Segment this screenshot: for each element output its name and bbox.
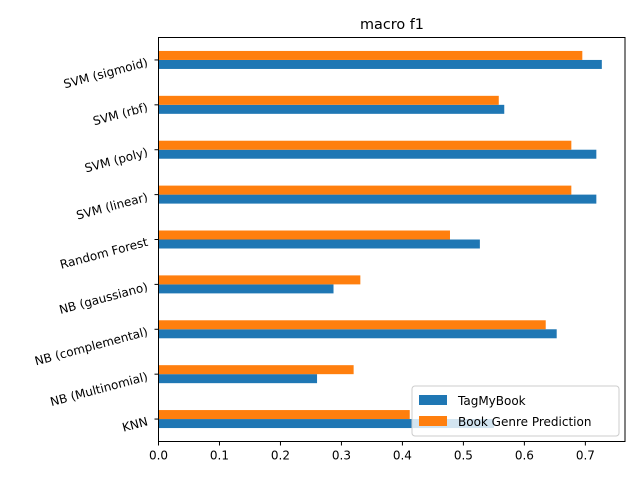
bar-book-genre-prediction-svm-linear [158,185,572,195]
bar-book-genre-prediction-nb-gaussiano [158,275,361,285]
y-axis: KNN NB (Multinomial)NB (complemental) NB (… [33,55,159,435]
y-tick-label-knn: KNN [121,414,150,434]
bar-book-genre-prediction-nb-multinomial [158,365,354,375]
x-tick-label: 0.2 [271,449,290,463]
bar-tagmybook-nb-complemental [158,329,557,339]
x-tick-label: 0.5 [454,449,473,463]
bar-book-genre-prediction-svm-poly [158,140,572,150]
y-tick-label-nb-complemental: NB (complemental) [33,325,149,369]
x-tick-label: 0.0 [149,449,168,463]
bar-book-genre-prediction-random-forest [158,230,450,240]
legend-box [411,385,620,437]
bar-tagmybook-nb-gaussiano [158,284,334,294]
bar-tagmybook-svm-poly [158,149,597,159]
bar-book-genre-prediction-knn [158,410,410,420]
y-tick-label-svm-poly: SVM (poly) [83,145,149,175]
bar-tagmybook-svm-rbf [158,104,505,114]
bar-tagmybook-svm-sigmoid [158,59,602,69]
x-tick-label: 0.4 [393,449,412,463]
bar-tagmybook-nb-multinomial [158,374,318,384]
legend-label-tagmybook: TagMyBook [457,394,526,408]
x-axis: 0.0 0.1 0.2 0.3 0.4 0.5 0.6 0.7 [149,441,595,463]
x-tick-label: 0.3 [332,449,351,463]
y-tick-label-svm-sigmoid: SVM (sigmoid) [62,55,149,91]
bar-tagmybook-svm-linear [158,194,597,204]
y-tick-label-random-forest: Random Forest [58,235,149,272]
y-tick-label-svm-rbf: SVM (rbf) [91,100,149,128]
y-tick-label-svm-linear: SVM (linear) [75,190,149,222]
x-tick-label: 0.6 [515,449,534,463]
bar-tagmybook-knn [158,419,494,429]
y-tick-label-nb-gaussiano: NB (gaussiano) [58,280,150,317]
y-tick-label-nb-multinomial: NB (Multinomial) [49,370,150,410]
chart-title: macro f1 [360,17,424,33]
legend-label-book-genre-prediction: Book Genre Prediction [458,415,591,429]
bars-group [158,50,602,429]
bar-book-genre-prediction-svm-rbf [158,95,499,105]
legend-swatch-tagmybook [419,395,447,405]
bar-book-genre-prediction-nb-complemental [158,320,546,330]
bar-book-genre-prediction-svm-sigmoid [158,50,583,60]
x-tick-label: 0.7 [576,449,595,463]
legend-swatch-book-genre-prediction [419,416,447,426]
legend: TagMyBook Book Genre Prediction [411,385,620,437]
bar-tagmybook-random-forest [158,239,480,249]
x-tick-label: 0.1 [210,449,229,463]
